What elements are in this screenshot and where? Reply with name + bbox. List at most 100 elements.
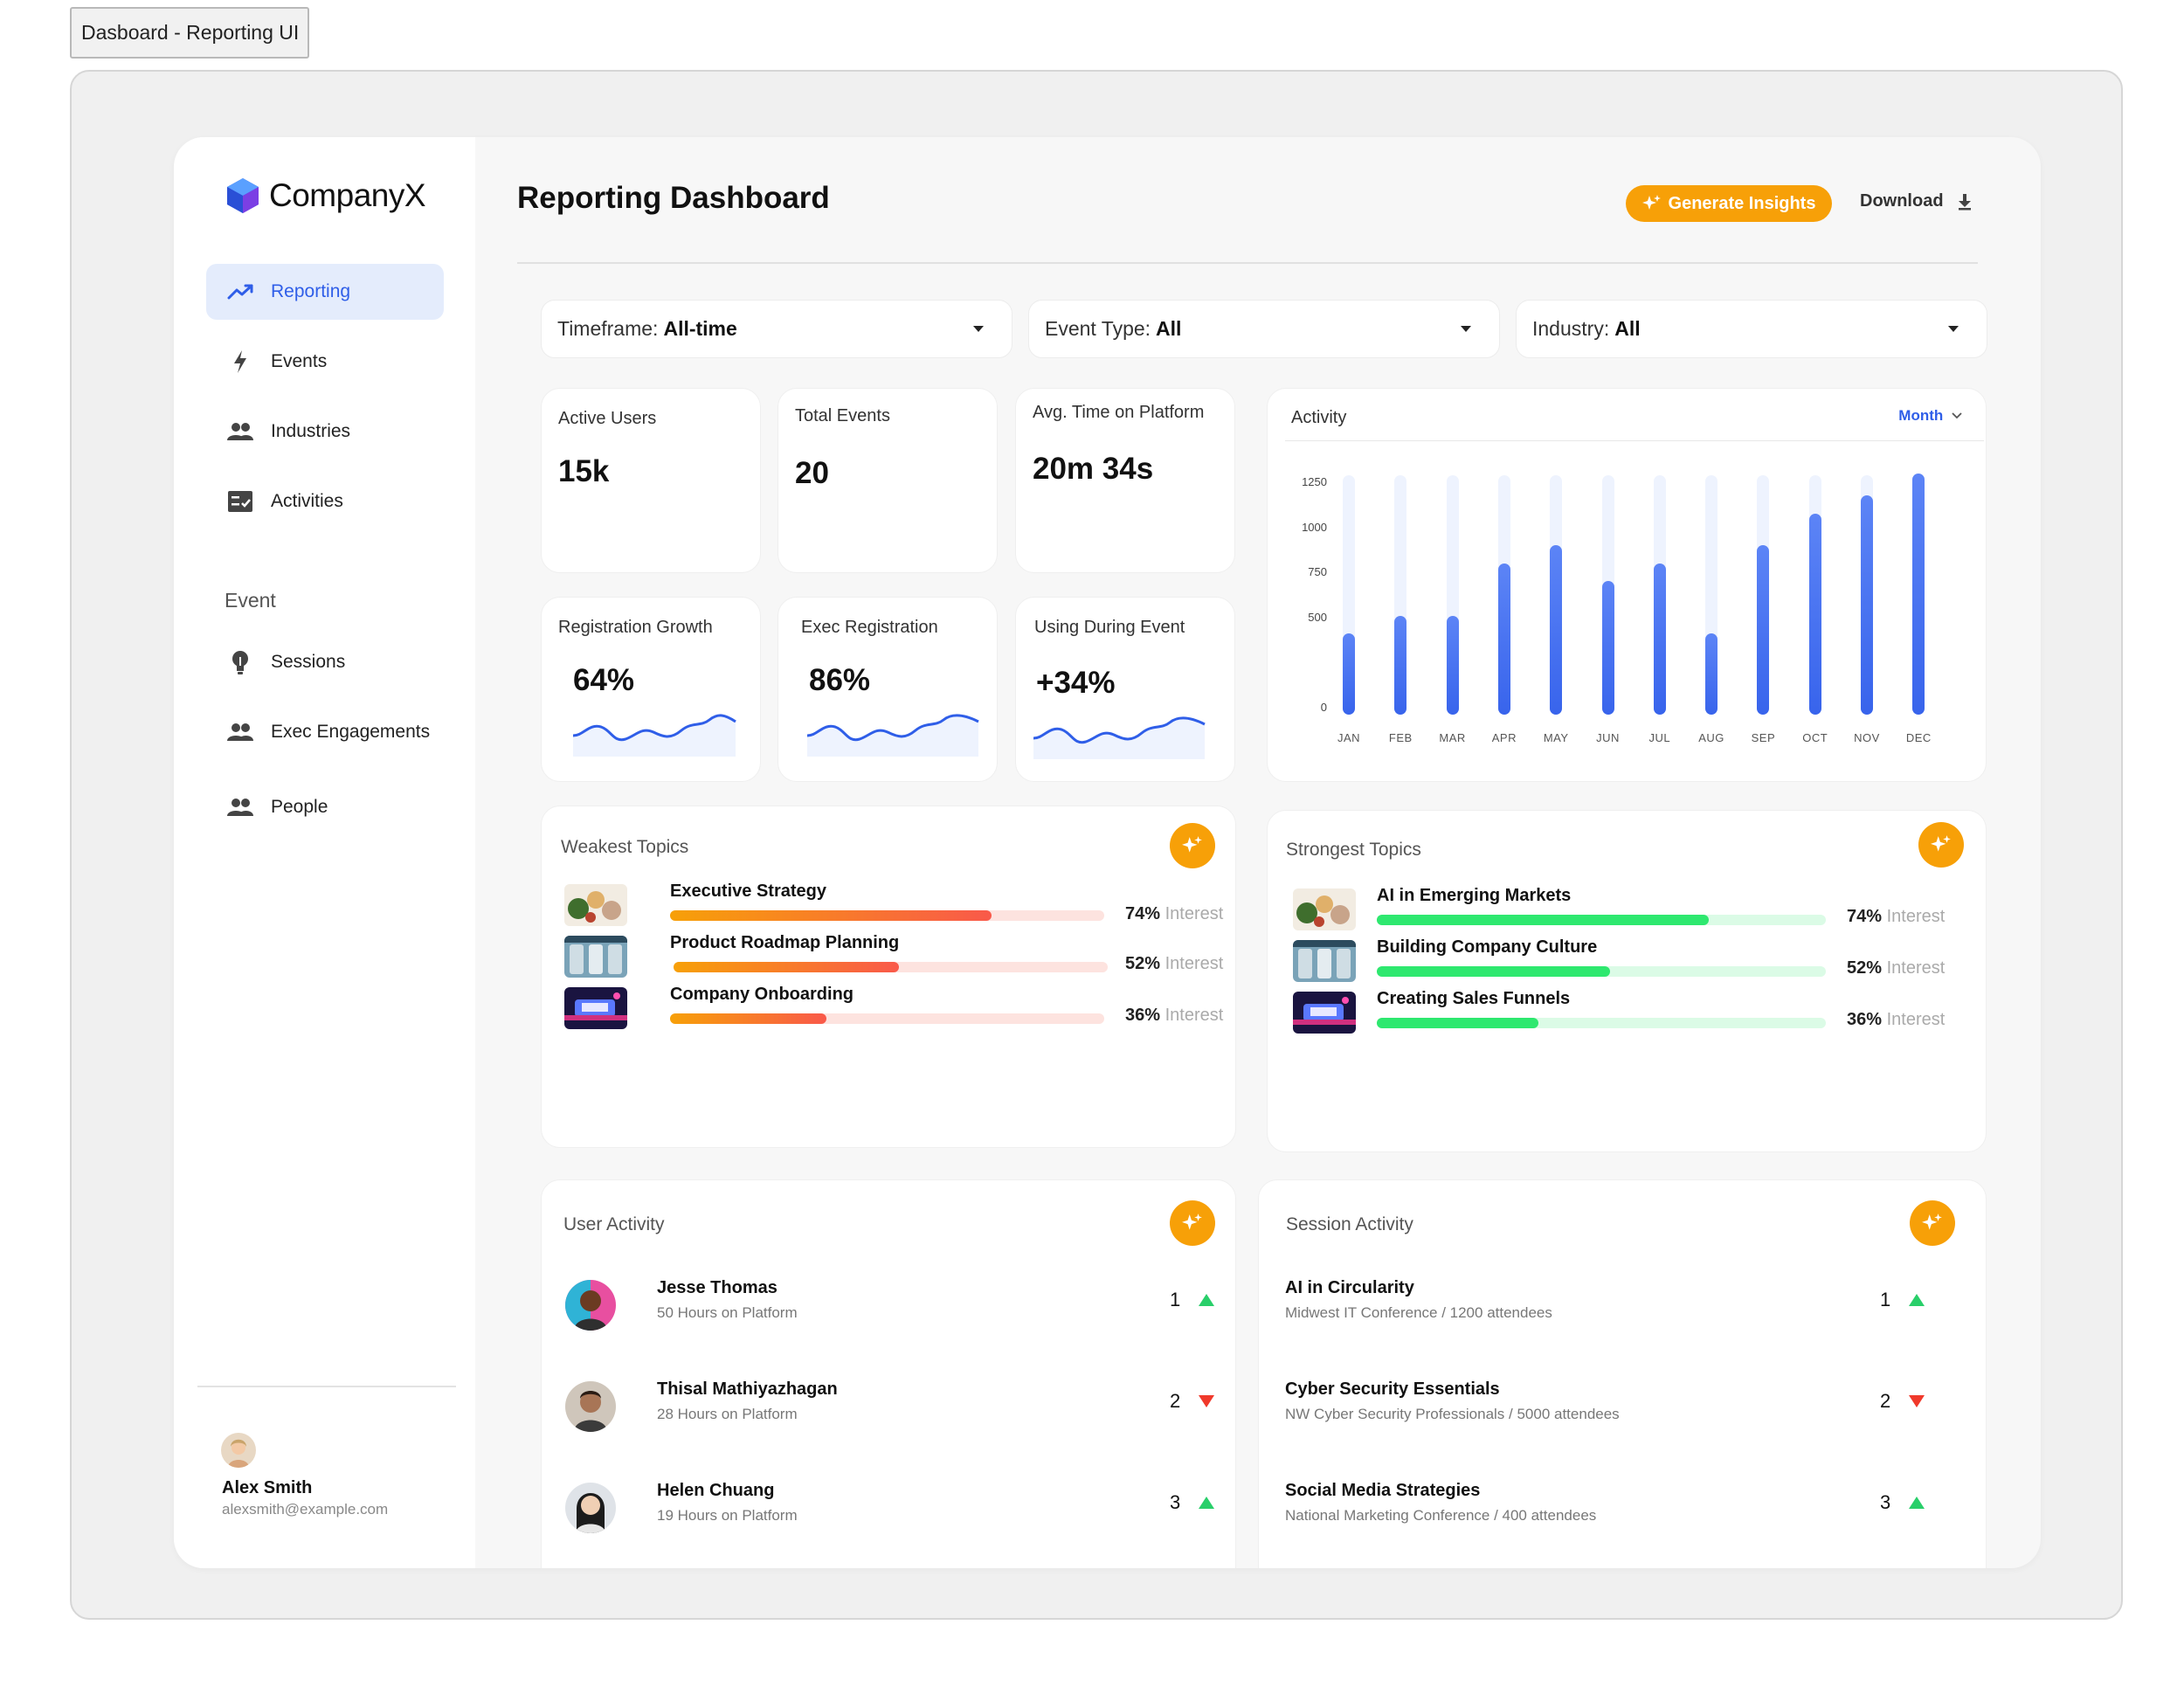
sidebar-item-industries[interactable]: Industries bbox=[206, 404, 444, 460]
stat-value: 20m 34s bbox=[1033, 452, 1154, 486]
caret-down-icon bbox=[973, 326, 984, 332]
sidebar-item-label: Activities bbox=[271, 491, 343, 511]
trend-up-icon bbox=[1199, 1294, 1214, 1306]
session-row[interactable]: AI in Circularity Midwest IT Conference /… bbox=[1285, 1278, 1932, 1336]
bar-dec[interactable] bbox=[1912, 473, 1925, 715]
stat-value: 86% bbox=[809, 663, 871, 697]
brand-logo[interactable]: CompanyX bbox=[225, 176, 426, 215]
session-row[interactable]: Cyber Security Essentials NW Cyber Securi… bbox=[1285, 1379, 1932, 1437]
stat-value: +34% bbox=[1036, 666, 1116, 700]
topic-pct: 74% bbox=[1125, 904, 1161, 923]
topic-progress-track bbox=[670, 910, 1104, 921]
using-during-event-sparkline bbox=[1033, 716, 1206, 759]
topic-name: AI in Emerging Markets bbox=[1377, 886, 1572, 905]
session-activity-card: Session Activity AI in Circularity Midwes… bbox=[1258, 1179, 1987, 1568]
ai-insight-button[interactable] bbox=[1910, 1200, 1955, 1246]
sidebar-item-exec-engagements[interactable]: Exec Engagements bbox=[206, 704, 444, 760]
user-row[interactable]: Helen Chuang 19 Hours on Platform 3 bbox=[565, 1481, 1214, 1538]
chevron-down-icon bbox=[1952, 412, 1962, 419]
stat-label: Total Events bbox=[795, 406, 890, 425]
sidebar-item-reporting[interactable]: Reporting bbox=[206, 264, 444, 320]
strongest-topics-card: Strongest Topics AI in Emerging Markets … bbox=[1267, 810, 1987, 1152]
sidebar-item-people[interactable]: People bbox=[206, 779, 444, 835]
ai-insight-button[interactable] bbox=[1170, 823, 1215, 868]
timeframe-filter[interactable]: Timeframe: All-time bbox=[541, 300, 1013, 358]
user-name: Thisal Mathiyazhagan bbox=[657, 1379, 838, 1399]
trend-down-icon bbox=[1199, 1395, 1214, 1407]
rank-number: 2 bbox=[1170, 1390, 1181, 1412]
topic-progress-track bbox=[670, 1013, 1104, 1024]
user-email: alexsmith@example.com bbox=[222, 1501, 389, 1518]
industry-filter[interactable]: Industry: All bbox=[1516, 300, 1987, 358]
topic-progress-track bbox=[674, 962, 1108, 972]
topic-thumbnail bbox=[1293, 940, 1356, 982]
topic-progress-fill bbox=[1377, 915, 1710, 925]
user-name: Jesse Thomas bbox=[657, 1278, 778, 1297]
stat-card-total-events: Total Events 20 bbox=[778, 388, 998, 573]
stat-label: Exec Registration bbox=[801, 618, 938, 637]
bar-apr[interactable] bbox=[1497, 564, 1510, 715]
sidebar-item-label: Industries bbox=[271, 421, 351, 441]
x-axis-tick-label: JAN bbox=[1337, 731, 1361, 744]
topic-thumbnail bbox=[564, 884, 627, 926]
topic-pct: 52% bbox=[1125, 954, 1161, 973]
rank-number: 1 bbox=[1170, 1289, 1181, 1310]
strong-topic-row[interactable]: Creating Sales Funnels 36% Interest bbox=[1293, 989, 1957, 1044]
bar-jul[interactable] bbox=[1653, 564, 1666, 715]
session-details: Midwest IT Conference / 1200 attendees bbox=[1285, 1304, 1552, 1321]
weak-topic-row[interactable]: Executive Strategy 74% Interest bbox=[564, 882, 1228, 937]
session-details: NW Cyber Security Professionals / 5000 a… bbox=[1285, 1406, 1620, 1422]
download-button[interactable]: Download bbox=[1860, 191, 1972, 211]
topic-interest: 52% Interest bbox=[1847, 958, 1945, 978]
bar-jun[interactable] bbox=[1601, 580, 1614, 715]
session-details: National Marketing Conference / 400 atte… bbox=[1285, 1507, 1597, 1524]
weak-topic-row[interactable]: Product Roadmap Planning 52% Interest bbox=[564, 933, 1228, 988]
interest-label: Interest bbox=[1886, 1010, 1946, 1029]
avatar[interactable] bbox=[221, 1433, 256, 1468]
x-axis-tick-label: JUN bbox=[1596, 731, 1620, 744]
stat-value: 20 bbox=[795, 456, 829, 490]
user-row[interactable]: Thisal Mathiyazhagan 28 Hours on Platform… bbox=[565, 1379, 1214, 1437]
bar-nov[interactable] bbox=[1861, 494, 1873, 715]
session-row[interactable]: Social Media Strategies National Marketin… bbox=[1285, 1481, 1932, 1538]
trend-down-icon bbox=[1909, 1395, 1925, 1407]
bar-jan[interactable] bbox=[1343, 633, 1355, 715]
people-icon bbox=[225, 417, 255, 446]
strong-topic-row[interactable]: AI in Emerging Markets 74% Interest bbox=[1293, 886, 1957, 941]
x-axis-tick-label: APR bbox=[1491, 731, 1517, 744]
topic-progress-track bbox=[1377, 1018, 1826, 1028]
filter-value: All bbox=[1156, 317, 1182, 340]
period-dropdown[interactable]: Month bbox=[1898, 407, 1963, 425]
header-divider bbox=[517, 262, 1978, 264]
sidebar-item-label: People bbox=[271, 797, 328, 817]
bar-may[interactable] bbox=[1550, 545, 1563, 715]
exec-registration-sparkline bbox=[807, 714, 979, 757]
event-type-filter[interactable]: Event Type: All bbox=[1028, 300, 1500, 358]
bar-aug[interactable] bbox=[1705, 633, 1718, 715]
x-axis-tick-label: JUL bbox=[1648, 731, 1671, 744]
sidebar-item-activities[interactable]: Activities bbox=[206, 474, 444, 529]
bar-oct[interactable] bbox=[1808, 514, 1821, 715]
topic-interest: 52% Interest bbox=[1125, 954, 1223, 974]
sidebar-item-sessions[interactable]: Sessions bbox=[206, 634, 444, 690]
topic-name: Creating Sales Funnels bbox=[1377, 989, 1571, 1008]
bar-feb[interactable] bbox=[1394, 615, 1407, 715]
bar-mar[interactable] bbox=[1446, 615, 1459, 715]
user-hours: 19 Hours on Platform bbox=[657, 1507, 798, 1524]
sparkle-icon bbox=[1641, 194, 1662, 213]
topic-progress-track bbox=[1377, 915, 1826, 925]
sidebar-item-events[interactable]: Events bbox=[206, 334, 444, 390]
user-activity-title: User Activity bbox=[563, 1214, 665, 1234]
user-row[interactable]: Jesse Thomas 50 Hours on Platform 1 bbox=[565, 1278, 1214, 1336]
rank-number: 2 bbox=[1880, 1390, 1891, 1412]
strong-topic-row[interactable]: Building Company Culture 52% Interest bbox=[1293, 937, 1957, 992]
weak-topic-row[interactable]: Company Onboarding 36% Interest bbox=[564, 985, 1228, 1040]
generate-insights-button[interactable]: Generate Insights bbox=[1626, 185, 1832, 222]
bar-sep[interactable] bbox=[1757, 545, 1770, 715]
activity-divider bbox=[1285, 440, 1984, 441]
ai-insight-button[interactable] bbox=[1170, 1200, 1215, 1246]
stat-card-using-during-event: Using During Event +34% bbox=[1015, 597, 1235, 782]
topic-thumbnail bbox=[564, 987, 627, 1029]
ai-insight-button[interactable] bbox=[1918, 822, 1964, 868]
window-title: Dasboard - Reporting UI bbox=[70, 7, 309, 59]
